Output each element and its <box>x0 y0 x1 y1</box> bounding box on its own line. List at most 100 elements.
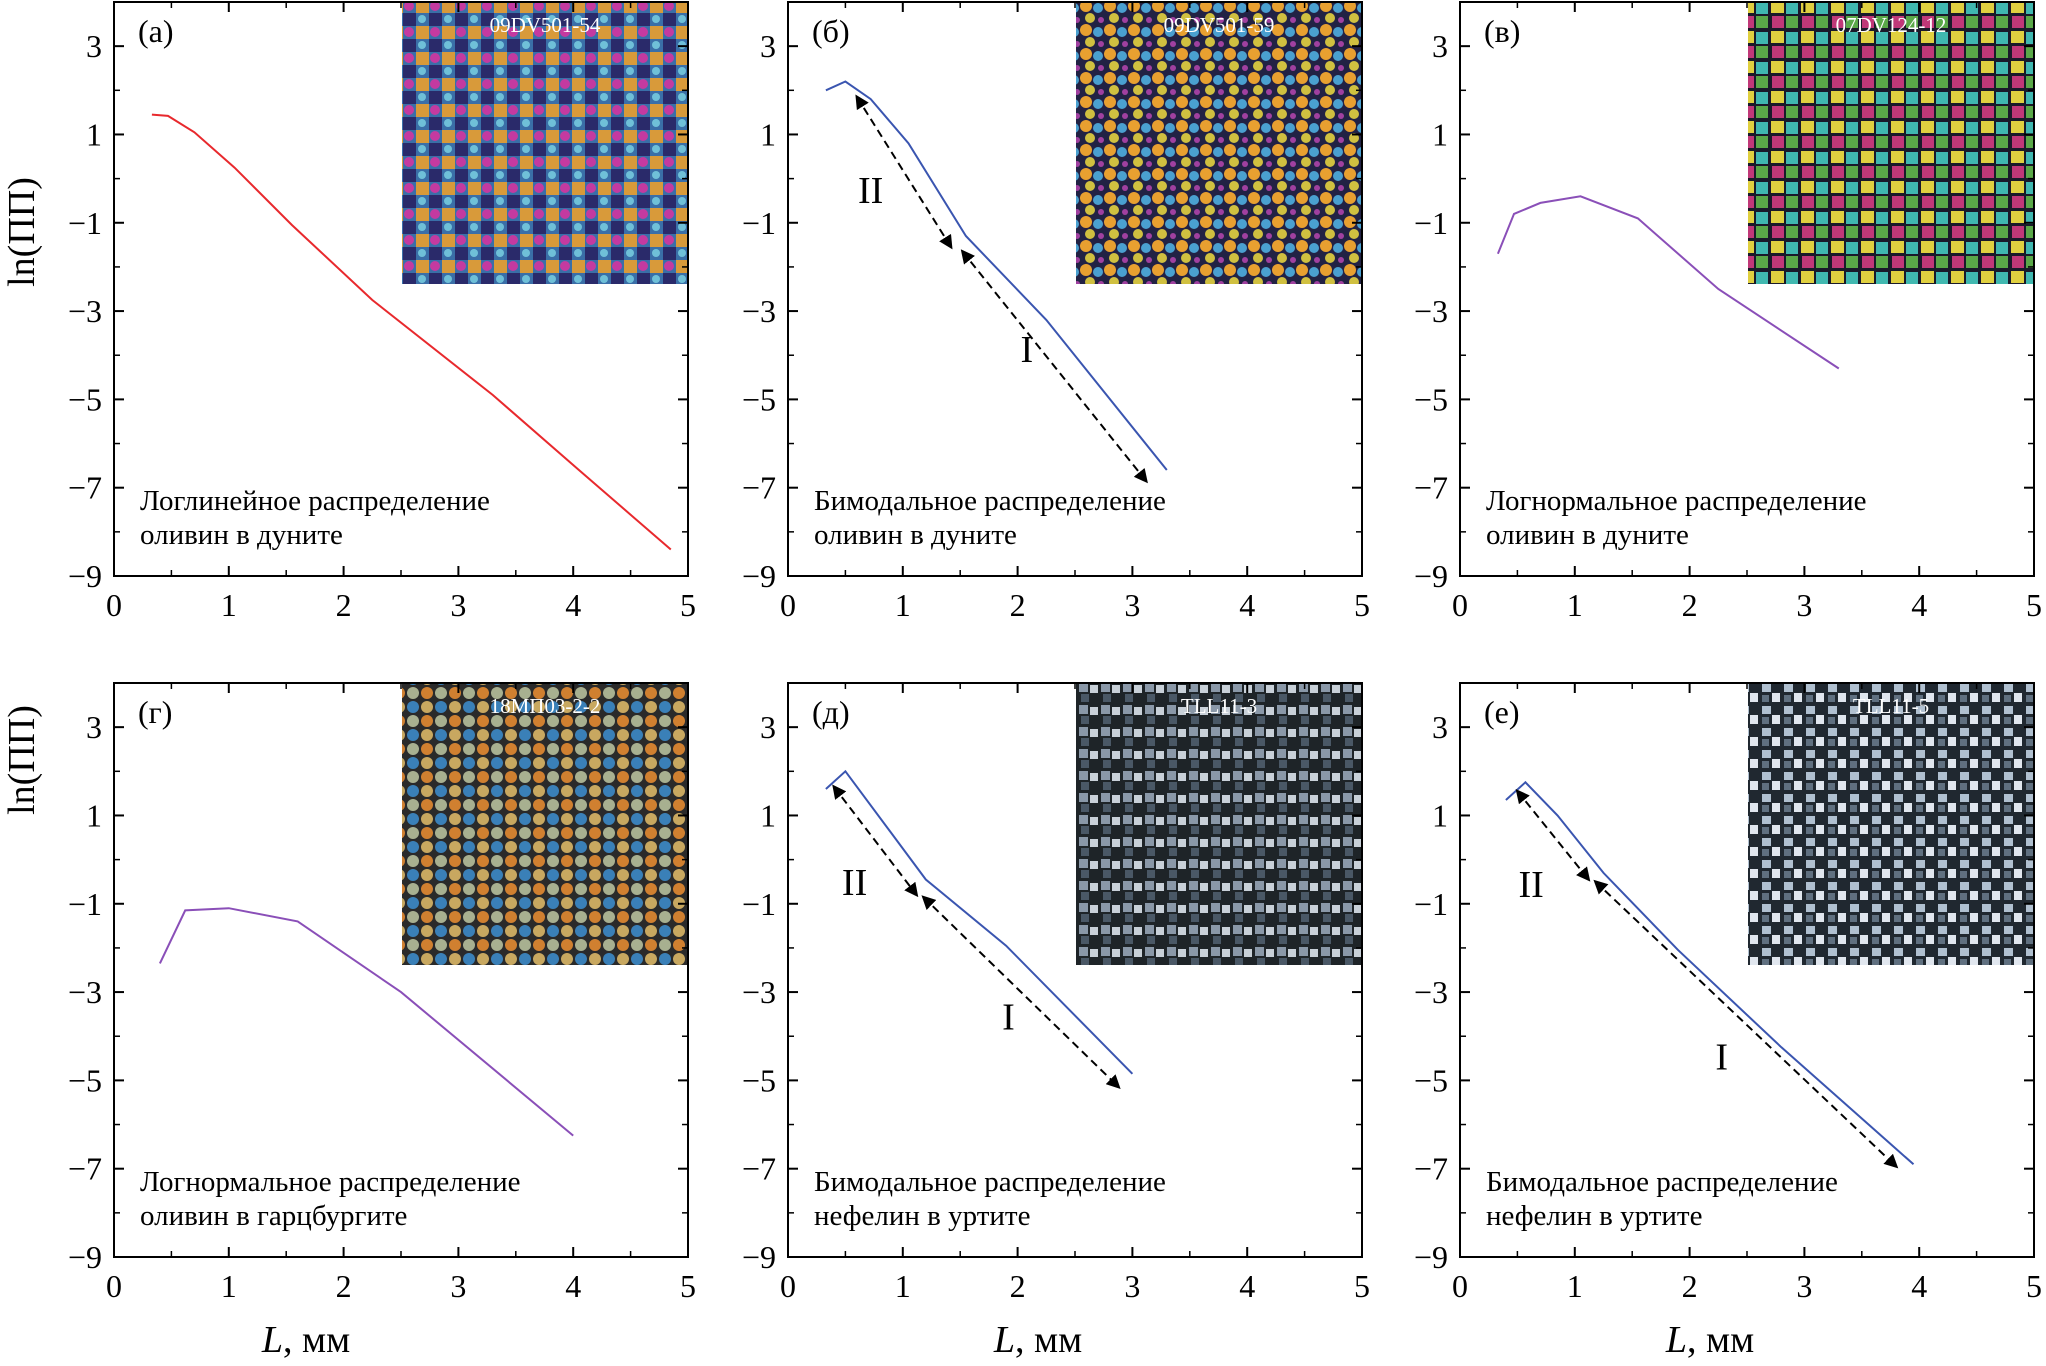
y-tick-label: 1 <box>86 797 102 833</box>
inset-micrograph <box>402 2 688 284</box>
x-tick-label: 0 <box>1452 1268 1468 1304</box>
x-tick-label: 0 <box>106 587 122 623</box>
x-tick-label: 4 <box>1239 1268 1255 1304</box>
x-tick-label: 4 <box>1911 587 1927 623</box>
y-tick-label: −5 <box>1414 381 1448 417</box>
y-tick-label: −9 <box>68 558 102 594</box>
y-tick-label: −7 <box>1414 1151 1448 1187</box>
y-axis-label-bottom: ln(ПП) <box>1 705 43 815</box>
y-tick-label: 1 <box>760 797 776 833</box>
series-line <box>1496 195 1840 370</box>
x-tick-label: 4 <box>565 587 581 623</box>
y-tick-label: −3 <box>742 974 776 1010</box>
inset-sample-label: 09DV501-59 <box>1164 13 1275 37</box>
panel-label: (г) <box>138 694 172 730</box>
x-tick-label: 2 <box>1682 587 1698 623</box>
y-tick-label: −7 <box>68 470 102 506</box>
inset-micrograph <box>402 683 688 965</box>
regime-arrow <box>1593 879 1899 1169</box>
x-tick-label: 5 <box>1354 1268 1370 1304</box>
x-tick-label: 5 <box>2026 1268 2042 1304</box>
y-tick-label: −9 <box>742 558 776 594</box>
x-tick-label: 1 <box>1567 1268 1583 1304</box>
x-tick-label: 5 <box>680 587 696 623</box>
distribution-description: Логнормальное распределение <box>1486 485 1867 517</box>
series-line <box>158 907 574 1137</box>
y-tick-label: −5 <box>68 1062 102 1098</box>
inset-sample-label: 07DV124-12 <box>1836 13 1947 37</box>
x-tick-label: 0 <box>780 587 796 623</box>
panel-4: 18МП03-2-2 3 1 −1 −3 −5 −7 −90 1 2 3 4 5 (г) Логнормал… <box>68 682 696 1304</box>
x-tick-label: 3 <box>1796 587 1812 623</box>
regime-label: I <box>1002 997 1015 1039</box>
x-tick-label: 3 <box>1124 587 1140 623</box>
y-tick-label: −1 <box>68 205 102 241</box>
y-tick-label: −3 <box>68 974 102 1010</box>
x-tick-label: 1 <box>895 587 911 623</box>
inset-micrograph <box>1748 683 2034 965</box>
inset-micrograph <box>1076 683 1362 965</box>
distribution-description: оливин в дуните <box>140 519 343 551</box>
y-tick-label: 3 <box>760 28 776 64</box>
y-tick-label: −3 <box>1414 974 1448 1010</box>
panel-3: 07DV124-12 3 1 −1 −3 −5 −7 −90 1 2 3 4 5 (в) Логнормал… <box>1414 1 2042 623</box>
y-tick-label: −3 <box>1414 293 1448 329</box>
y-tick-label: −1 <box>742 886 776 922</box>
y-tick-label: 3 <box>1432 709 1448 745</box>
y-tick-label: −5 <box>742 381 776 417</box>
x-tick-label: 5 <box>680 1268 696 1304</box>
x-tick-label: 2 <box>1682 1268 1698 1304</box>
regime-arrow <box>960 249 1148 484</box>
y-tick-label: 1 <box>1432 116 1448 152</box>
y-tick-label: 1 <box>760 116 776 152</box>
series-line <box>151 113 672 551</box>
distribution-description: оливин в дуните <box>814 519 1017 551</box>
y-tick-label: −1 <box>1414 205 1448 241</box>
y-tick-label: −9 <box>68 1239 102 1275</box>
panel-label: (д) <box>812 694 850 730</box>
regime-arrow <box>855 94 953 250</box>
x-tick-label: 1 <box>221 1268 237 1304</box>
x-tick-label: 2 <box>336 587 352 623</box>
regime-label: II <box>842 862 867 904</box>
y-tick-label: −9 <box>1414 558 1448 594</box>
x-tick-label: 1 <box>221 587 237 623</box>
y-tick-label: −1 <box>68 886 102 922</box>
distribution-description: Логнормальное распределение <box>140 1166 521 1198</box>
distribution-description: нефелин в уртите <box>814 1200 1030 1232</box>
panel-label: (а) <box>138 13 174 49</box>
y-tick-label: −9 <box>1414 1239 1448 1275</box>
regime-label: I <box>1020 329 1033 371</box>
distribution-description: Логлинейное распределение <box>140 485 490 517</box>
y-tick-label: −7 <box>68 1151 102 1187</box>
x-tick-label: 2 <box>1010 587 1026 623</box>
x-tick-label: 2 <box>1010 1268 1026 1304</box>
y-tick-label: −7 <box>1414 470 1448 506</box>
panel-label: (в) <box>1484 13 1520 49</box>
y-tick-label: −7 <box>742 470 776 506</box>
y-tick-label: −5 <box>1414 1062 1448 1098</box>
inset-sample-label: TLL11-3 <box>1181 694 1257 718</box>
x-tick-label: 0 <box>780 1268 796 1304</box>
distribution-description: оливин в гарцбургите <box>140 1200 407 1232</box>
x-tick-label: 5 <box>1354 587 1370 623</box>
x-tick-label: 1 <box>895 1268 911 1304</box>
y-tick-label: −7 <box>742 1151 776 1187</box>
distribution-description: нефелин в уртите <box>1486 1200 1702 1232</box>
x-axis-label-1: L, мм <box>261 1319 350 1361</box>
y-tick-label: −1 <box>742 205 776 241</box>
y-tick-label: 3 <box>86 709 102 745</box>
y-tick-label: 1 <box>86 116 102 152</box>
regime-arrow <box>832 784 919 898</box>
distribution-description: Бимодальное распределение <box>814 1166 1166 1198</box>
inset-sample-label: 18МП03-2-2 <box>490 694 601 718</box>
x-tick-label: 0 <box>1452 587 1468 623</box>
x-tick-label: 3 <box>1124 1268 1140 1304</box>
panel-label: (б) <box>812 13 850 49</box>
x-axis-label-2: L, мм <box>993 1319 1082 1361</box>
y-tick-label: −3 <box>742 293 776 329</box>
x-tick-label: 3 <box>450 587 466 623</box>
